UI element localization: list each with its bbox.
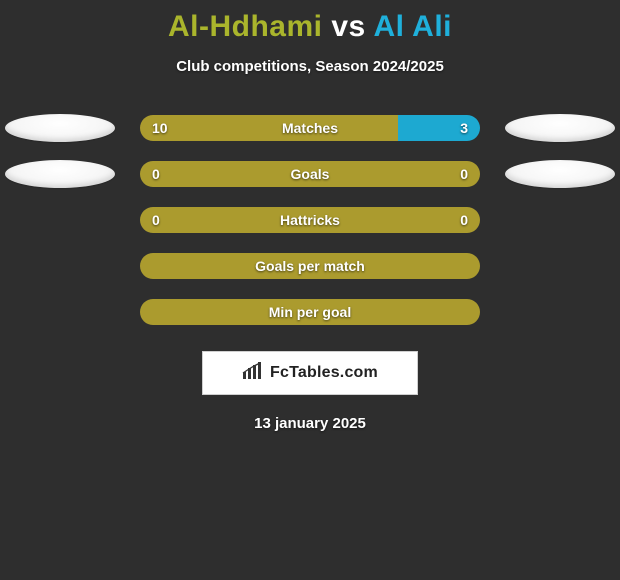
bar-segment-left (140, 253, 480, 279)
subtitle: Club competitions, Season 2024/2025 (0, 58, 620, 75)
snapshot-date: 13 january 2025 (0, 415, 620, 432)
player-b-marker (505, 160, 615, 188)
player-b-name: Al Ali (373, 10, 452, 43)
page-title: Al-Hdhami vs Al Ali (0, 0, 620, 44)
comparison-card: Al-Hdhami vs Al Ali Club competitions, S… (0, 0, 620, 580)
stat-bar: Min per goal (140, 299, 480, 325)
stat-row: Goals00 (0, 161, 620, 187)
bar-segment-left (140, 161, 480, 187)
logo-text: FcTables.com (270, 364, 378, 382)
stat-bar: Matches103 (140, 115, 480, 141)
source-logo: FcTables.com (202, 351, 418, 395)
bar-segment-right (398, 115, 480, 141)
bar-segment-left (140, 207, 480, 233)
player-a-marker (5, 160, 115, 188)
stat-bar: Hattricks00 (140, 207, 480, 233)
stat-row: Hattricks00 (0, 207, 620, 233)
player-b-marker (505, 114, 615, 142)
stat-row: Matches103 (0, 115, 620, 141)
stat-row: Goals per match (0, 253, 620, 279)
player-a-marker (5, 114, 115, 142)
stats-list: Matches103 Goals00 Hattricks00 Goals per ma… (0, 115, 620, 325)
stat-bar: Goals per match (140, 253, 480, 279)
vs-word: vs (331, 10, 365, 43)
stat-row: Min per goal (0, 299, 620, 325)
bar-segment-left (140, 299, 480, 325)
stat-bar: Goals00 (140, 161, 480, 187)
bar-segment-left (140, 115, 398, 141)
player-a-name: Al-Hdhami (168, 10, 323, 43)
barchart-icon (242, 362, 264, 385)
